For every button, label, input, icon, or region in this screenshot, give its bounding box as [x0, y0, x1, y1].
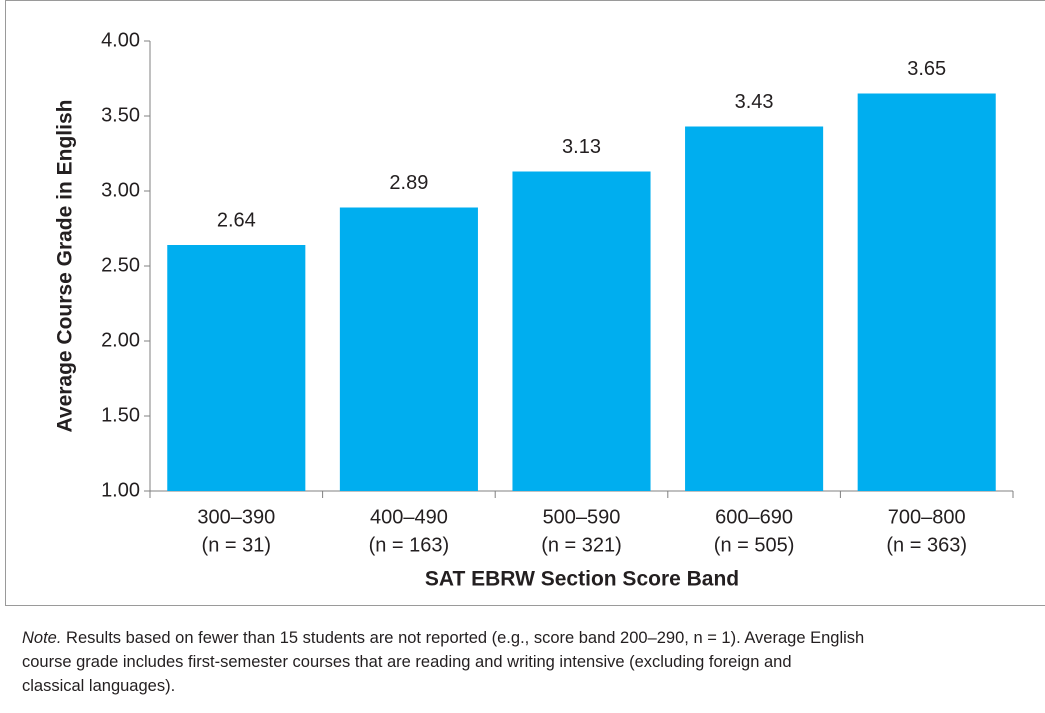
- y-tick-label: 4.00: [101, 29, 140, 51]
- x-tick-sublabel: (n = 321): [541, 534, 622, 556]
- x-axis-title: SAT EBRW Section Score Band: [425, 568, 739, 591]
- bar: [167, 245, 306, 491]
- note-line: course grade includes first-semester cou…: [22, 653, 792, 671]
- y-tick-label: 3.00: [101, 179, 140, 201]
- y-axis-title: Average Course Grade in English: [54, 100, 77, 433]
- y-tick-label: 1.50: [101, 404, 140, 426]
- x-tick-sublabel: (n = 363): [886, 534, 967, 556]
- x-tick-label: 600–690: [715, 506, 793, 528]
- x-tick-sublabel: (n = 163): [369, 534, 450, 556]
- value-label: 3.65: [907, 58, 946, 80]
- chart-frame: [5, 0, 1045, 606]
- bar: [339, 207, 478, 491]
- bar: [857, 93, 996, 491]
- value-label: 2.64: [217, 209, 256, 231]
- x-tick-sublabel: (n = 505): [714, 534, 795, 556]
- bar: [685, 126, 824, 491]
- value-label: 3.43: [735, 91, 774, 113]
- value-label: 2.89: [389, 172, 428, 194]
- x-tick-label: 300–390: [197, 506, 275, 528]
- x-tick-label: 400–490: [370, 506, 448, 528]
- note: Note. Results based on fewer than 15 stu…: [22, 626, 1045, 698]
- x-tick-sublabel: (n = 31): [202, 534, 271, 556]
- note-line: classical languages).: [22, 677, 176, 695]
- x-tick-label: 500–590: [543, 506, 621, 528]
- value-label: 3.13: [562, 136, 601, 158]
- chart: Average Course Grade in English SAT EBRW…: [5, 0, 1045, 606]
- y-tick-label: 1.00: [101, 479, 140, 501]
- y-tick-label: 2.00: [101, 329, 140, 351]
- note-line: Note. Results based on fewer than 15 stu…: [22, 626, 1045, 650]
- note-label: Note.: [22, 629, 62, 647]
- note-text: Results based on fewer than 15 students …: [66, 629, 865, 647]
- bar: [512, 171, 651, 491]
- x-tick-label: 700–800: [888, 506, 966, 528]
- y-tick-label: 3.50: [101, 104, 140, 126]
- y-tick-label: 2.50: [101, 254, 140, 276]
